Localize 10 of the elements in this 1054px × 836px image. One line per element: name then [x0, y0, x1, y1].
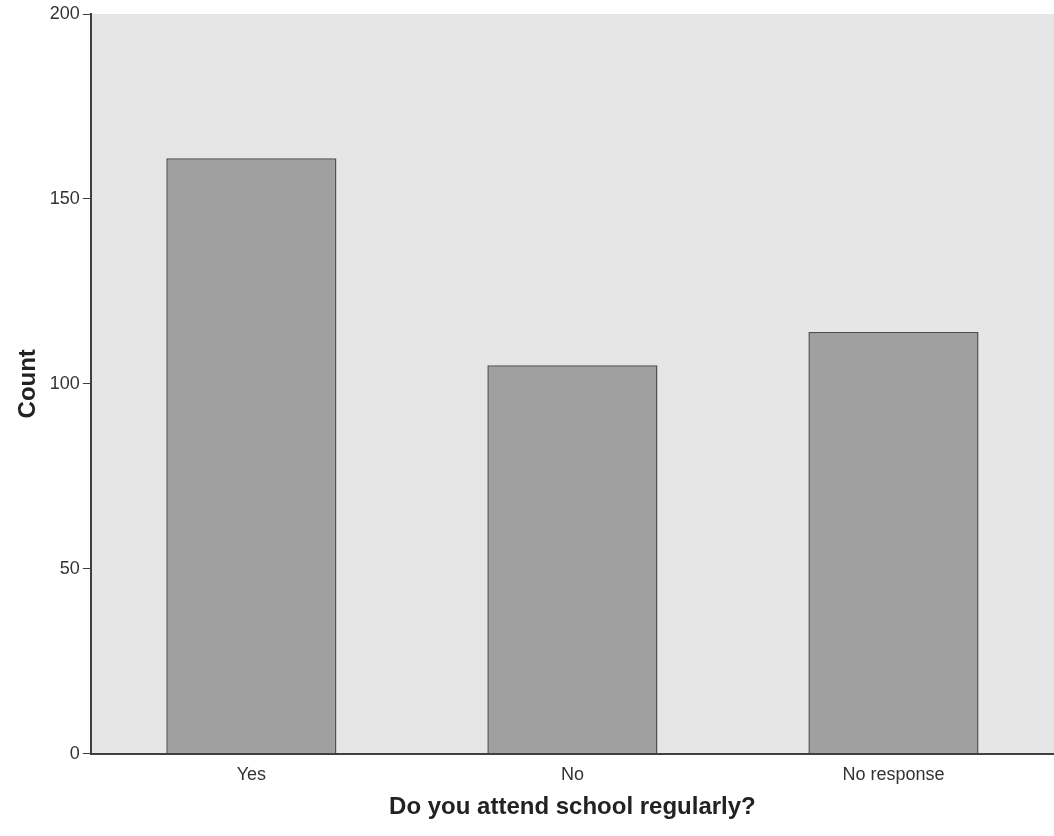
- y-tick-label: 0: [69, 742, 80, 763]
- y-tick-label: 100: [49, 372, 80, 393]
- y-tick-label: 50: [59, 557, 80, 578]
- x-axis-title: Do you attend school regularly?: [389, 792, 756, 820]
- x-tick-label: No: [560, 764, 584, 785]
- x-tick-label: Yes: [236, 764, 267, 785]
- y-axis-title: Count: [13, 349, 41, 419]
- x-tick-label: No response: [842, 764, 945, 785]
- y-tick-label: 150: [49, 187, 80, 208]
- y-tick-label: 200: [49, 2, 80, 23]
